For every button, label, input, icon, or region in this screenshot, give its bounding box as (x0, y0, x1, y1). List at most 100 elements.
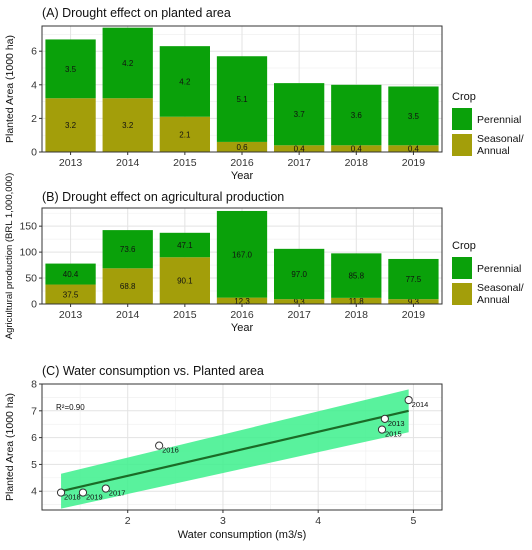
plot-border (41, 207, 443, 305)
point-label: 2014 (412, 400, 429, 409)
legend-label-line: Seasonal/ (477, 133, 524, 145)
bar-value-label: 9.3 (408, 298, 420, 307)
bar-value-label: 2.1 (179, 130, 191, 139)
point-label: 2019 (86, 493, 103, 502)
bar-seasonal-2015 (159, 257, 210, 304)
bar-seasonal-2016 (216, 141, 268, 152)
x-tick-label: 2017 (287, 309, 311, 321)
bar-perennial-2016 (216, 210, 268, 298)
bar-value-label: 4.2 (179, 77, 191, 86)
bar-value-label: 0.4 (408, 145, 420, 154)
regression-line (60, 409, 409, 493)
x-tick-label: 2018 (345, 157, 369, 169)
panel-b-agricultural-production: (B) Drought effect on agricultural produ… (4, 173, 524, 340)
legend-swatch-perennial (452, 108, 472, 130)
plot-border (41, 383, 443, 511)
legend-label-line: Annual (477, 294, 510, 306)
bar-value-label: 73.6 (120, 245, 136, 254)
x-tick-label: 2015 (173, 309, 197, 321)
x-tick-label: 2016 (230, 157, 254, 169)
bar-value-label: 37.5 (63, 290, 79, 299)
bar-perennial-2013 (45, 39, 96, 99)
point-label: 2013 (388, 419, 405, 428)
y-tick-label: 150 (19, 221, 37, 233)
legend-title: Crop (452, 240, 476, 252)
bar-value-label: 3.5 (408, 112, 420, 121)
x-tick-label: 4 (315, 515, 321, 527)
data-point-2015 (377, 425, 387, 434)
bar-value-label: 47.1 (177, 241, 193, 250)
bar-value-label: 0.6 (236, 143, 248, 152)
bar-seasonal-2018 (331, 297, 382, 304)
bar-perennial-2015 (159, 46, 210, 117)
bar-value-label: 0.4 (351, 145, 363, 154)
chart-title: (B) Drought effect on agricultural produ… (42, 190, 284, 204)
y-tick-label: 50 (25, 273, 37, 285)
bar-seasonal-2016 (216, 297, 268, 304)
bar-perennial-2019 (388, 86, 439, 146)
y-tick-label: 0 (31, 299, 37, 311)
legend-label-perennial: Perennial (477, 263, 521, 275)
bar-value-label: 3.2 (122, 121, 134, 130)
bar-value-label: 77.5 (406, 275, 422, 284)
bar-seasonal-2019 (388, 299, 439, 304)
y-tick-label: 0 (31, 147, 37, 159)
bar-value-label: 11.8 (349, 297, 365, 306)
x-tick-label: 2014 (116, 309, 140, 321)
x-tick-label: 2014 (116, 157, 140, 169)
data-point-2013 (380, 414, 389, 423)
data-point-2014 (404, 395, 413, 405)
bar-value-label: 0.4 (294, 145, 306, 154)
bar-value-label: 12.3 (234, 297, 250, 306)
bar-value-label: 68.8 (120, 282, 136, 291)
x-axis-label: Year (231, 170, 254, 182)
point-label: 2016 (162, 446, 179, 455)
bar-value-label: 4.2 (122, 59, 134, 68)
data-point-2018 (56, 488, 66, 497)
data-point-2019 (78, 488, 88, 497)
bar-value-label: 9.3 (294, 298, 306, 307)
bar-seasonal-2017 (274, 145, 325, 152)
bar-perennial-2014 (102, 27, 153, 99)
bar-value-label: 3.6 (351, 111, 363, 120)
y-axis-label: Agricultural production (BRL 1,000,000) (4, 173, 15, 340)
x-tick-label: 3 (220, 515, 226, 527)
legend-label-line: Annual (477, 145, 510, 157)
bar-seasonal-2015 (159, 116, 210, 152)
y-tick-label: 4 (31, 486, 37, 498)
legend-label-seasonal: Seasonal/Annual (477, 133, 524, 157)
plot-border (41, 25, 443, 153)
x-tick-label: 5 (411, 515, 417, 527)
bar-seasonal-2014 (102, 268, 153, 304)
bar-value-label: 40.4 (63, 270, 79, 279)
chart-title: (C) Water consumption vs. Planted area (42, 364, 264, 378)
legend-title: Crop (452, 91, 476, 103)
y-axis-label: Planted Area (1000 ha) (4, 393, 16, 501)
x-tick-label: 2 (125, 515, 131, 527)
y-tick-label: 8 (31, 379, 37, 391)
bar-perennial-2014 (102, 230, 153, 269)
x-tick-label: 2017 (287, 157, 311, 169)
x-tick-label: 2019 (402, 309, 426, 321)
y-tick-label: 2 (31, 113, 37, 125)
bar-value-label: 85.8 (348, 272, 364, 281)
panel-c-water-vs-area: (C) Water consumption vs. Planted area 2 3… (4, 364, 443, 541)
bar-seasonal-2013 (45, 98, 96, 152)
bar-perennial-2013 (45, 263, 96, 285)
point-label: 2017 (109, 489, 126, 498)
bar-seasonal-2017 (274, 299, 325, 304)
bar-perennial-2019 (388, 258, 439, 300)
legend-swatch-seasonal (452, 134, 472, 156)
x-tick-label: 2016 (230, 309, 254, 321)
bar-perennial-2017 (274, 83, 325, 146)
y-tick-label: 4 (31, 79, 37, 91)
point-label: 2018 (64, 493, 81, 502)
bar-seasonal-2014 (102, 98, 153, 152)
panel-a-planted-area: (A) Drought effect on planted area 0 2 4 6 3.… (4, 6, 524, 182)
bar-seasonal-2019 (388, 145, 439, 152)
point-label: 2015 (385, 430, 402, 439)
bar-value-label: 90.1 (177, 277, 193, 286)
chart-title: (A) Drought effect on planted area (42, 6, 231, 20)
